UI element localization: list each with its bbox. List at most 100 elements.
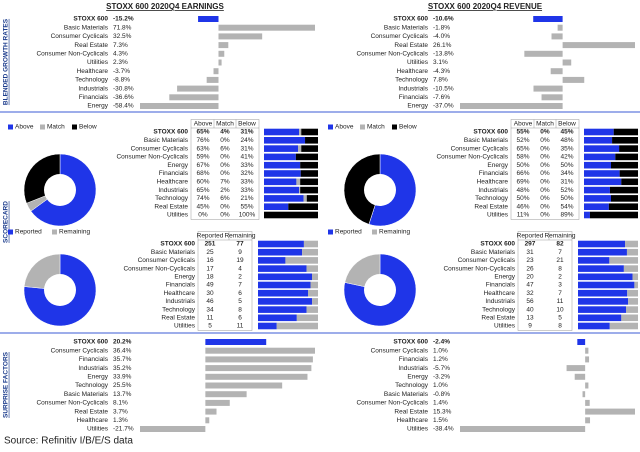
column-header: Remaining (544, 233, 575, 240)
value-label: -2.4% (433, 339, 450, 346)
stacked-bar (628, 298, 638, 305)
table-value: 76% (196, 137, 209, 144)
stacked-bar (258, 289, 308, 297)
table-value: 2% (220, 187, 230, 194)
table-value: 45% (196, 203, 209, 210)
table-value: 297 (525, 241, 536, 248)
category-label: Energy (407, 103, 428, 110)
value-label: 1.0% (433, 382, 448, 389)
category-label: Industrials (485, 298, 515, 305)
table-value: 0% (540, 129, 550, 136)
category-label: Basic Materials (464, 137, 509, 144)
bar (205, 347, 315, 354)
table-value: 7 (238, 282, 242, 289)
table-value: 32 (526, 290, 534, 297)
table-value: 5 (238, 298, 242, 305)
category-label: Utilities (87, 426, 109, 433)
table-value: 20 (526, 274, 534, 281)
column-header: Remaining (224, 233, 255, 240)
stacked-bar (301, 145, 318, 152)
table-value: 46% (516, 203, 529, 210)
value-label: 35.2% (113, 365, 132, 372)
table-value: 0% (198, 212, 208, 219)
stacked-bar (584, 195, 611, 202)
table-value: 55% (516, 129, 529, 136)
table-value: 0% (220, 162, 230, 169)
table-value: 33% (240, 179, 253, 186)
legend-label: Below (79, 124, 97, 131)
table-value: 50% (560, 162, 573, 169)
category-label: Utilities (87, 59, 109, 66)
value-label: 8.1% (113, 400, 128, 407)
table-value: 0% (220, 212, 230, 219)
bar (524, 50, 563, 57)
stacked-bar (299, 186, 301, 194)
column-header: Match (216, 121, 234, 128)
legend-swatch (360, 124, 365, 130)
stacked-bar (578, 306, 626, 313)
table-frame (190, 119, 260, 220)
stacked-bar (288, 203, 318, 210)
value-label: -36.6% (113, 94, 134, 101)
category-label: Financials (399, 356, 429, 363)
stacked-bar (308, 289, 318, 297)
table-value: 66% (516, 170, 529, 177)
stacked-bar (264, 211, 318, 219)
stacked-bar (615, 153, 638, 161)
table-value: 21 (556, 257, 564, 264)
table-value: 55% (240, 203, 253, 210)
category-label: Energy (494, 274, 515, 281)
category-label: Technology (482, 306, 516, 313)
value-label: -3.7% (113, 68, 130, 75)
stacked-bar (611, 195, 638, 202)
stacked-bar (578, 322, 610, 330)
category-label: Consumer Cyclicals (51, 33, 109, 40)
column-header: Below (238, 121, 256, 128)
value-label: 3.1% (433, 59, 448, 66)
stacked-bar (264, 178, 297, 186)
column-header: Reported (197, 233, 224, 240)
stacked-bar (578, 314, 622, 322)
table-value: 34% (560, 170, 573, 177)
bar (205, 408, 217, 415)
stacked-bar (613, 128, 638, 136)
bar (585, 408, 635, 415)
pie-hole (44, 174, 76, 206)
category-label: Healthcare (164, 290, 196, 297)
stacked-bar (623, 265, 638, 272)
stacked-bar (258, 240, 304, 248)
value-label: -8.8% (113, 77, 130, 84)
stacked-bar (306, 265, 318, 272)
category-label: Technology (75, 382, 109, 389)
table-value: 23 (526, 257, 534, 264)
value-label: 4.3% (113, 51, 128, 58)
table-value: 21% (240, 195, 253, 202)
stacked-bar (258, 314, 297, 322)
stacked-bar (584, 211, 590, 219)
section-label: SURPRISE FACTORS (3, 351, 10, 418)
stacked-bar (584, 203, 609, 210)
bar (585, 356, 590, 363)
stacked-bar (303, 240, 318, 248)
value-label: -5.7% (433, 365, 450, 372)
table-value: 6 (238, 290, 242, 297)
stacked-bar (578, 240, 626, 248)
table-value: 24% (240, 137, 253, 144)
table-value: 69% (516, 179, 529, 186)
bar (205, 365, 312, 372)
value-label: 1.5% (433, 417, 448, 424)
bar (582, 391, 586, 398)
stacked-bar (612, 137, 638, 144)
value-label: -37.0% (433, 103, 454, 110)
bar (562, 76, 585, 83)
category-label: Healthcare (77, 417, 109, 424)
stacked-bar (306, 306, 318, 313)
category-label: Energy (167, 162, 188, 169)
category-label: Real Estate (161, 315, 195, 322)
legend-swatch (72, 124, 77, 130)
table-value: 0% (540, 195, 550, 202)
table-value: 7 (558, 290, 562, 297)
value-label: -4.3% (433, 68, 450, 75)
table-value: 17 (206, 265, 214, 272)
stacked-bar (578, 248, 627, 256)
